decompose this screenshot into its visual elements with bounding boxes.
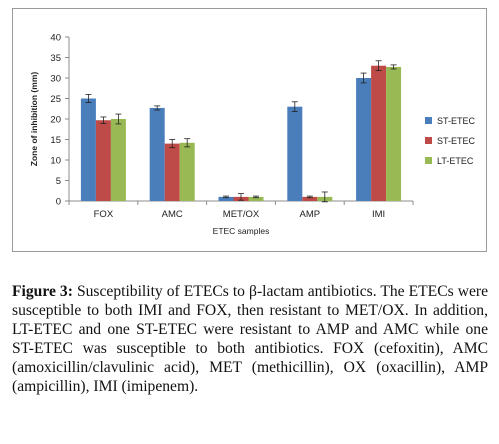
x-tick-label: AMC — [162, 209, 183, 220]
legend-swatch — [425, 137, 432, 144]
y-tick-label: 30 — [50, 73, 61, 84]
bar-chart: 0 5 10 15 20 25 30 35 40 Zone of inhibition (mm) F… — [29, 32, 476, 236]
legend-label: LT-ETEC — [437, 156, 474, 166]
bar — [110, 119, 126, 201]
y-tick-label: 10 — [50, 155, 61, 166]
bar — [164, 143, 180, 201]
y-tick-label: 40 — [50, 32, 61, 43]
y-tick-label: 0 — [56, 196, 61, 207]
x-tick-label: AMP — [300, 209, 321, 220]
caption-text: Susceptibility of ETECs to β-lactam anti… — [12, 282, 488, 395]
x-tick-label: FOX — [94, 209, 114, 220]
y-tick-label: 5 — [56, 176, 61, 187]
bar — [248, 196, 264, 201]
caption-label: Figure 3: — [12, 282, 73, 300]
bar — [371, 65, 387, 201]
bar — [179, 142, 195, 201]
figure-caption: Figure 3: Susceptibility of ETECs to β-l… — [12, 282, 488, 396]
bar — [218, 196, 234, 201]
bar — [356, 78, 372, 201]
y-tick-label: 15 — [50, 135, 61, 146]
bar — [149, 107, 165, 201]
legend-label: ST-ETEC — [437, 116, 476, 126]
legend-swatch — [425, 157, 432, 164]
bar — [302, 196, 318, 201]
x-tick-label: MET/OX — [223, 209, 260, 220]
legend-swatch — [425, 117, 432, 124]
bar — [95, 120, 111, 201]
x-axis-title: ETEC samples — [213, 226, 270, 236]
y-axis-title: Zone of inhibition (mm) — [29, 72, 39, 167]
bar — [287, 106, 303, 201]
bar — [386, 66, 402, 202]
bar — [80, 98, 96, 201]
chart-frame: 0 5 10 15 20 25 30 35 40 Zone of inhibition (mm) F… — [12, 8, 487, 252]
legend-label: ST-ETEC — [437, 136, 476, 146]
y-tick-label: 35 — [50, 53, 61, 64]
y-tick-label: 25 — [50, 94, 61, 105]
x-tick-label: IMI — [372, 209, 385, 220]
y-tick-label: 20 — [50, 114, 61, 125]
